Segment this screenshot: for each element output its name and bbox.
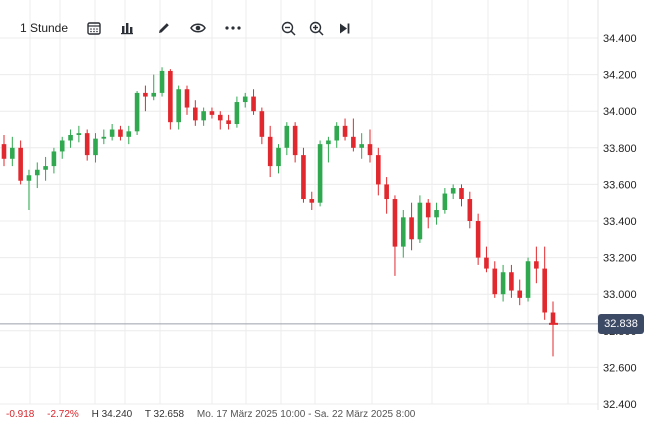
candle-down bbox=[550, 312, 556, 324]
skip-to-end-icon[interactable] bbox=[334, 14, 354, 42]
candle-down bbox=[517, 290, 523, 298]
bar-chart-icon[interactable] bbox=[117, 14, 137, 42]
y-tick-label: 34.200 bbox=[603, 70, 637, 82]
date-range: Mo. 17 März 2025 10:00 - Sa. 22 März 202… bbox=[196, 409, 416, 420]
candlestick-chart[interactable]: 34.400 34.200 34.000 33.800 33.600 33.400 33.2… bbox=[0, 0, 654, 410]
interval-label: 1 Stunde bbox=[19, 21, 69, 35]
candle-up bbox=[442, 193, 448, 211]
candle-down bbox=[392, 199, 398, 247]
candle-down bbox=[367, 144, 373, 156]
candle-up bbox=[417, 202, 423, 240]
candle-down bbox=[342, 125, 348, 137]
y-tick-label: 32.600 bbox=[603, 362, 637, 374]
candle-up bbox=[284, 125, 290, 148]
candle-up bbox=[76, 133, 82, 135]
candle-down bbox=[209, 111, 215, 115]
candle-up bbox=[434, 210, 439, 218]
pencil-icon[interactable] bbox=[154, 14, 174, 42]
candle-down bbox=[376, 155, 381, 185]
candle-up bbox=[201, 111, 206, 121]
candle-up bbox=[450, 188, 456, 194]
candle-down bbox=[459, 188, 464, 200]
calendar-icon[interactable] bbox=[84, 14, 104, 42]
y-tick-label: 34.000 bbox=[603, 106, 637, 118]
candle-down bbox=[534, 261, 539, 269]
candle-down bbox=[193, 107, 198, 121]
candle-down bbox=[484, 257, 489, 269]
candle-up bbox=[151, 92, 157, 97]
candle-down bbox=[217, 114, 223, 121]
candle-up bbox=[51, 151, 57, 167]
interval-selector[interactable]: 1 Stunde bbox=[18, 14, 70, 42]
change-absolute: -0.918 bbox=[6, 409, 35, 420]
candle-up bbox=[68, 134, 73, 141]
candle-down bbox=[492, 268, 498, 295]
candle-down bbox=[301, 155, 306, 200]
candle-up bbox=[359, 144, 364, 148]
candle-up bbox=[176, 89, 181, 123]
candle-down bbox=[409, 217, 414, 240]
candle-up bbox=[234, 102, 240, 125]
y-tick-label: 34.400 bbox=[603, 33, 637, 45]
candle-down bbox=[384, 184, 389, 200]
low-value: T 32.658 bbox=[144, 409, 185, 420]
candle-down bbox=[425, 202, 431, 218]
candle-up bbox=[525, 261, 531, 298]
candle-up bbox=[276, 147, 281, 167]
y-tick-label: 33.400 bbox=[603, 216, 637, 228]
change-percent: -2.72% bbox=[47, 409, 79, 420]
candle-up bbox=[10, 147, 15, 159]
candle-down bbox=[475, 221, 481, 258]
candle-up bbox=[34, 169, 40, 176]
candle-up bbox=[109, 129, 115, 137]
candle-down bbox=[226, 120, 231, 125]
candle-up bbox=[159, 70, 165, 93]
candle-up bbox=[126, 131, 132, 137]
zoom-out-icon[interactable] bbox=[278, 14, 298, 42]
y-tick-label: 33.200 bbox=[603, 253, 637, 265]
candle-down bbox=[309, 199, 315, 203]
candle-down bbox=[292, 125, 298, 156]
candle-up bbox=[93, 138, 98, 156]
zoom-in-icon[interactable] bbox=[306, 14, 326, 42]
candle-down bbox=[168, 70, 173, 123]
candle-up bbox=[334, 125, 340, 141]
price-chart[interactable]: 34.400 34.200 34.000 33.800 33.600 33.400 33.2… bbox=[0, 0, 654, 410]
candle-down bbox=[84, 133, 90, 156]
candle-down bbox=[509, 272, 514, 291]
high-value: H 34.240 bbox=[91, 409, 133, 420]
y-tick-label: 33.000 bbox=[603, 289, 637, 301]
candle-up bbox=[134, 92, 140, 132]
candle-down bbox=[467, 199, 473, 221]
candle-down bbox=[143, 92, 148, 97]
candle-up bbox=[101, 136, 107, 139]
candle-down bbox=[1, 144, 7, 159]
candle-down bbox=[259, 111, 265, 137]
candle-down bbox=[351, 136, 356, 148]
candle-up bbox=[26, 175, 32, 181]
candle-up bbox=[59, 140, 65, 152]
last-price-tag: 32.838 bbox=[598, 314, 644, 334]
candle-up bbox=[317, 144, 323, 203]
candle-up bbox=[43, 166, 48, 170]
y-tick-label: 33.800 bbox=[603, 143, 637, 155]
candle-up bbox=[326, 140, 331, 145]
candle-down bbox=[251, 96, 256, 112]
candle-down bbox=[18, 147, 23, 181]
candle-up bbox=[400, 217, 406, 247]
y-tick-label: 32.400 bbox=[603, 399, 637, 410]
candle-up bbox=[242, 96, 248, 103]
chart-summary: -0.918 -2.72% H 34.240 T 32.658 Mo. 17 M… bbox=[6, 409, 425, 420]
candle-down bbox=[184, 89, 190, 108]
more-icon[interactable] bbox=[223, 14, 243, 42]
eye-icon[interactable] bbox=[187, 14, 209, 42]
chart-toolbar: 1 Stunde bbox=[0, 14, 600, 42]
y-tick-label: 33.600 bbox=[603, 179, 637, 191]
candle-up bbox=[500, 272, 506, 295]
candle-down bbox=[118, 129, 123, 137]
candle-down bbox=[542, 268, 547, 313]
candle-down bbox=[267, 136, 273, 167]
